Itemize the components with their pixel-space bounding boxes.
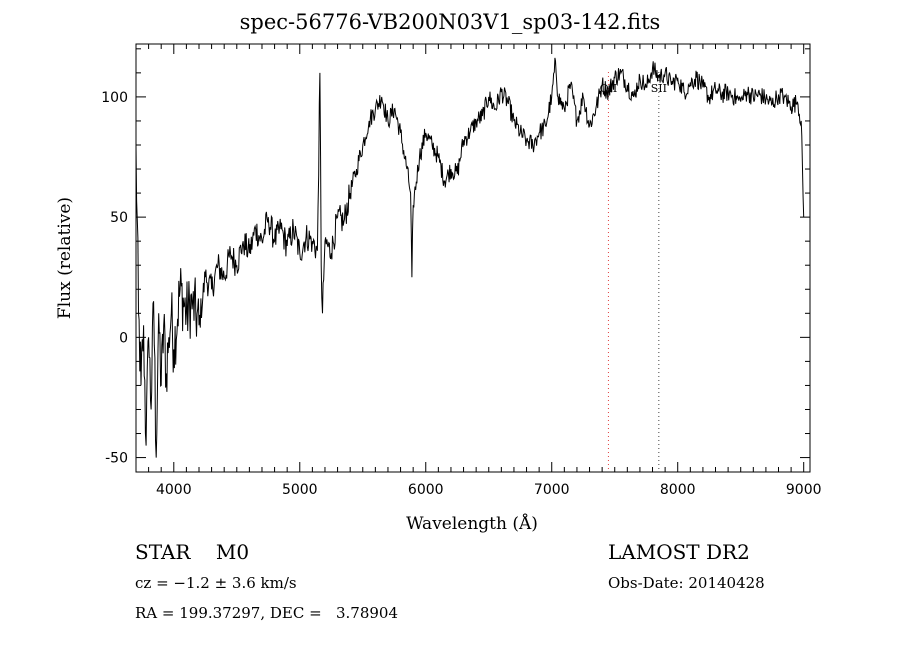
redshift-cz: cz = −1.2 ± 3.6 km/s bbox=[135, 574, 297, 592]
object-type: STAR bbox=[135, 540, 191, 564]
object-subclass: M0 bbox=[215, 540, 250, 564]
axis-ticks: 4000 5000 6000 7000 8000 9000 -50 0 50 100 bbox=[101, 44, 822, 498]
ra-dec-coordinates: RA = 199.37297, DEC = 3.78904 bbox=[135, 604, 399, 622]
observation-date: Obs-Date: 20140428 bbox=[608, 574, 765, 592]
survey-name: LAMOST DR2 bbox=[608, 540, 750, 564]
x-tick-label: 7000 bbox=[534, 482, 570, 498]
line-marker-label: SII bbox=[651, 82, 667, 95]
x-axis-label: Wavelength (Å) bbox=[406, 513, 538, 534]
x-tick-label: 8000 bbox=[660, 482, 696, 498]
y-axis-label: Flux (relative) bbox=[55, 197, 75, 319]
y-tick-label: 100 bbox=[101, 90, 128, 106]
x-tick-label: 4000 bbox=[156, 482, 192, 498]
plot-frame bbox=[135, 43, 811, 473]
spectrum-line bbox=[135, 57, 805, 458]
x-tick-label: 9000 bbox=[786, 482, 822, 498]
x-tick-label: 6000 bbox=[408, 482, 444, 498]
line-markers: OII SII bbox=[600, 72, 667, 472]
x-tick-label: 5000 bbox=[282, 482, 318, 498]
series-group bbox=[135, 57, 805, 458]
chart-title: spec-56776-VB200N03V1_sp03-142.fits bbox=[239, 10, 661, 34]
object-classification: STAR M0 bbox=[135, 540, 249, 564]
y-tick-label: 50 bbox=[110, 210, 128, 226]
y-tick-label: 0 bbox=[119, 330, 128, 346]
y-tick-label: -50 bbox=[105, 451, 128, 467]
